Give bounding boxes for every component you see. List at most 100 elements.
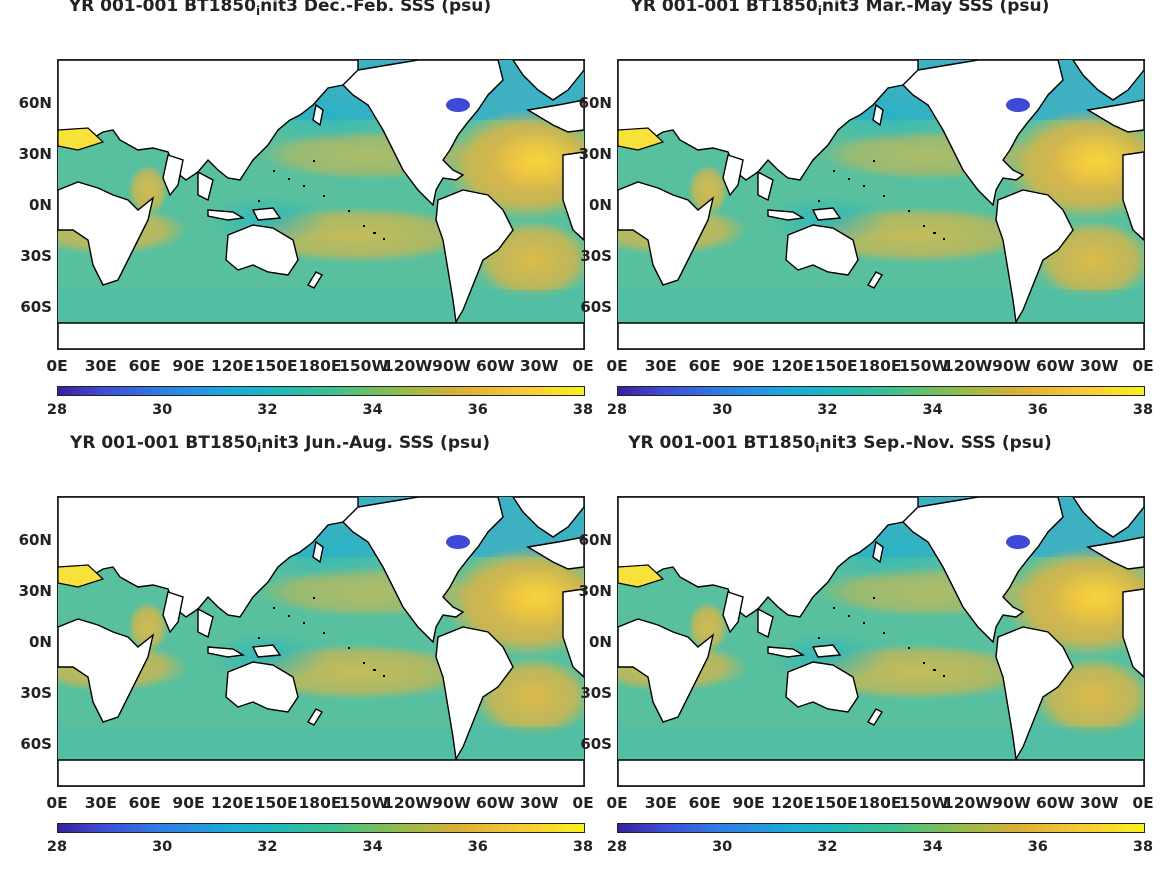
panel-title: YR 001-001 BT1850init3 Dec.-Feb. SSS (ps… xyxy=(0,0,560,18)
lat-label: 30S xyxy=(580,684,612,702)
colorbar-tick-label: 36 xyxy=(1027,839,1048,855)
lon-label: 90E xyxy=(172,357,205,375)
lon-label: 150W xyxy=(899,357,949,375)
lon-label: 30E xyxy=(84,794,117,812)
colorbar-tick-label: 36 xyxy=(467,839,488,855)
lon-label: 150E xyxy=(254,357,298,375)
colorbar-tick-label: 34 xyxy=(922,839,943,855)
lon-label: 180E xyxy=(298,794,342,812)
lon-label: 0E xyxy=(1132,357,1154,375)
lon-label: 150E xyxy=(814,357,858,375)
lon-label: 0E xyxy=(1132,794,1154,812)
colorbar-tick-label: 38 xyxy=(572,839,594,855)
lon-label: 60E xyxy=(688,357,721,375)
colorbar-tick-label: 30 xyxy=(152,839,173,855)
lon-label: 120E xyxy=(210,357,254,375)
title-text: YR 001-001 BT1850 xyxy=(630,0,818,16)
lon-label: 30E xyxy=(644,357,677,375)
land-masses xyxy=(618,60,1144,349)
sss-map xyxy=(58,497,584,786)
colorbar-tick-label: 32 xyxy=(257,839,278,855)
lon-label: 30W xyxy=(519,357,559,375)
lat-label: 30N xyxy=(18,145,52,163)
lon-label: 90W xyxy=(992,794,1031,812)
panel-title: YR 001-001 BT1850init3 Jun.-Aug. SSS (ps… xyxy=(0,433,560,455)
lon-label: 120E xyxy=(770,357,814,375)
lon-label: 120W xyxy=(942,357,993,375)
lon-label: 30E xyxy=(644,794,677,812)
lon-label: 150E xyxy=(814,794,858,812)
lon-label: 180E xyxy=(858,794,902,812)
lon-label: 60W xyxy=(1035,794,1075,812)
lat-label: 0N xyxy=(589,633,612,651)
sss-map xyxy=(58,60,584,349)
colorbar-tick-label: 38 xyxy=(572,402,594,418)
colorbar-tick-label: 34 xyxy=(922,402,943,418)
map-panel: YR 001-001 BT1850init3 Mar.-May SSS (psu… xyxy=(560,0,1154,418)
lat-label: 30S xyxy=(580,247,612,265)
lon-label: 90W xyxy=(992,357,1031,375)
land-masses xyxy=(58,497,584,786)
lon-label: 30W xyxy=(1079,794,1119,812)
lon-label: 30W xyxy=(519,794,559,812)
lon-label: 0E xyxy=(46,794,68,812)
title-text-rest: nit3 Jun.-Aug. SSS (psu) xyxy=(261,433,490,453)
map-panel: YR 001-001 BT1850init3 Sep.-Nov. SSS (ps… xyxy=(560,433,1154,855)
colorbar xyxy=(617,823,1145,833)
lat-label: 30S xyxy=(20,684,52,702)
lon-label: 60E xyxy=(128,357,161,375)
title-text: YR 001-001 BT1850 xyxy=(70,433,258,453)
map-panel: YR 001-001 BT1850init3 Jun.-Aug. SSS (ps… xyxy=(0,433,594,855)
lat-label: 60S xyxy=(580,735,612,753)
lon-label: 0E xyxy=(606,794,628,812)
panel-title: YR 001-001 BT1850init3 Mar.-May SSS (psu… xyxy=(560,0,1120,18)
lon-label: 60W xyxy=(1035,357,1075,375)
title-subscript: i xyxy=(817,4,822,18)
title-text-rest: nit3 Mar.-May SSS (psu) xyxy=(821,0,1050,16)
lat-label: 0N xyxy=(589,196,612,214)
title-text: YR 001-001 BT1850 xyxy=(68,0,256,16)
colorbar-tick-label: 30 xyxy=(712,402,733,418)
lon-label: 30W xyxy=(1079,357,1119,375)
colorbar xyxy=(57,823,585,833)
title-text-rest: nit3 Sep.-Nov. SSS (psu) xyxy=(819,433,1052,453)
lon-label: 90E xyxy=(172,794,205,812)
lon-label: 30E xyxy=(84,357,117,375)
lon-label: 150W xyxy=(339,794,389,812)
map-plot-area xyxy=(57,59,585,350)
lat-label: 60S xyxy=(20,735,52,753)
land-masses xyxy=(618,497,1144,786)
lon-label: 180E xyxy=(298,357,342,375)
colorbar-tick-label: 28 xyxy=(606,402,628,418)
title-subscript: i xyxy=(255,4,261,18)
lon-label: 120E xyxy=(210,794,254,812)
lon-label: 0E xyxy=(46,357,68,375)
colorbar-tick-label: 38 xyxy=(1132,402,1154,418)
lat-label: 30N xyxy=(578,582,612,600)
lat-label: 60S xyxy=(580,298,612,316)
title-text: YR 001-001 BT1850 xyxy=(628,433,816,453)
lon-label: 60W xyxy=(475,357,515,375)
title-subscript: i xyxy=(257,441,262,455)
map-panel: YR 001-001 BT1850init3 Dec.-Feb. SSS (ps… xyxy=(0,0,594,418)
lat-label: 60N xyxy=(578,94,612,112)
lat-label: 60S xyxy=(20,298,52,316)
lat-label: 0N xyxy=(29,196,52,214)
lon-label: 150W xyxy=(899,794,949,812)
colorbar-tick-label: 36 xyxy=(467,402,488,418)
colorbar-tick-label: 34 xyxy=(362,402,383,418)
land-masses xyxy=(58,60,584,349)
colorbar-tick-label: 32 xyxy=(817,402,838,418)
colorbar-tick-label: 28 xyxy=(606,839,628,855)
lon-label: 90W xyxy=(432,794,471,812)
colorbar-tick-label: 36 xyxy=(1027,402,1048,418)
panel-title: YR 001-001 BT1850init3 Sep.-Nov. SSS (ps… xyxy=(560,433,1120,455)
lon-label: 90W xyxy=(432,357,471,375)
lon-label: 90E xyxy=(732,794,765,812)
lon-label: 120W xyxy=(382,794,433,812)
colorbar-tick-label: 30 xyxy=(712,839,733,855)
lat-label: 60N xyxy=(18,94,52,112)
colorbar xyxy=(617,386,1145,396)
colorbar xyxy=(57,386,585,396)
lon-label: 120W xyxy=(942,794,993,812)
